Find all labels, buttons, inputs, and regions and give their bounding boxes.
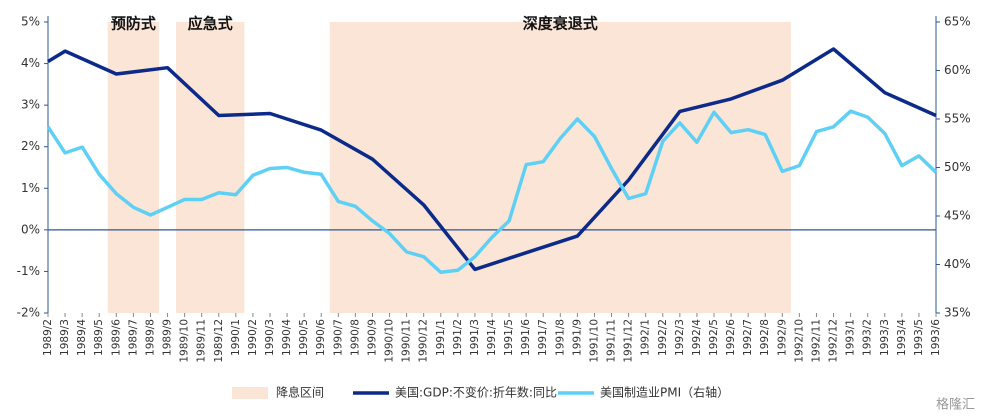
band-label: 预防式 (111, 15, 156, 33)
cut-band (176, 22, 245, 313)
band-label: 深度衰退式 (523, 15, 598, 33)
x-tick-label: 1992/2 (657, 319, 669, 356)
x-tick-label: 1990/11 (401, 319, 413, 363)
x-tick-label: 1990/4 (281, 319, 293, 356)
x-tick-label: 1991/1 (435, 319, 447, 356)
y2-tick-label: 65% (944, 15, 971, 29)
x-tick-label: 1989/7 (127, 319, 139, 356)
x-tick-label: 1990/10 (384, 319, 396, 363)
x-tick-label: 1989/10 (179, 319, 191, 363)
x-tick-label: 1992/8 (759, 319, 771, 356)
x-tick-label: 1991/11 (606, 319, 618, 363)
x-tick-label: 1990/9 (366, 319, 378, 356)
x-tick-label: 1991/6 (520, 319, 532, 356)
x-tick-label: 1992/9 (776, 319, 788, 356)
y2-tick-label: 35% (944, 306, 971, 320)
x-tick-label: 1989/5 (93, 319, 105, 356)
x-tick-label: 1992/12 (828, 319, 840, 363)
x-tick-label: 1989/2 (42, 319, 54, 356)
x-tick-label: 1991/2 (452, 319, 464, 356)
x-tick-label: 1989/11 (196, 319, 208, 363)
x-tick-label: 1993/5 (913, 319, 925, 356)
series-line (46, 109, 938, 275)
y-tick-label: 4% (21, 56, 40, 70)
y-tick-label: -1% (17, 264, 40, 278)
x-tick-label: 1989/4 (76, 319, 88, 356)
x-tick-label: 1991/12 (623, 319, 635, 363)
y-tick-label: 5% (21, 15, 40, 29)
y2-tick-label: 40% (944, 257, 971, 271)
x-tick-label: 1990/5 (298, 319, 310, 356)
legend-label: 美国制造业PMI（右轴） (600, 385, 729, 400)
x-tick-label: 1991/7 (537, 319, 549, 356)
x-tick-label: 1989/12 (213, 319, 225, 363)
y-tick-label: 3% (21, 98, 40, 112)
x-tick-label: 1992/11 (810, 319, 822, 363)
series-line (47, 47, 937, 272)
x-tick-label: 1992/1 (640, 319, 652, 356)
x-tick-label: 1992/3 (674, 319, 686, 356)
cut-band (107, 22, 159, 313)
legend-label: 美国:GDP:不变价:折年数:同比 (395, 385, 557, 400)
x-tick-label: 1990/1 (230, 319, 242, 356)
band-label: 应急式 (188, 15, 233, 33)
x-tick-label: 1990/12 (418, 319, 430, 363)
x-tick-label: 1990/6 (315, 319, 327, 356)
x-tick-label: 1993/1 (845, 319, 857, 356)
x-tick-label: 1989/8 (144, 319, 156, 356)
x-tick-label: 1990/8 (349, 319, 361, 356)
watermark: 格隆汇 (936, 397, 975, 413)
x-tick-label: 1990/3 (264, 319, 276, 356)
x-tick-label: 1990/2 (247, 319, 259, 356)
y2-tick-label: 50% (944, 160, 971, 174)
x-tick-label: 1991/10 (588, 319, 600, 363)
cut-band (329, 22, 791, 313)
y-tick-label: 1% (21, 181, 40, 195)
x-tick-label: 1993/2 (862, 319, 874, 356)
x-tick-label: 1989/6 (110, 319, 122, 356)
x-tick-label: 1992/4 (691, 319, 703, 356)
legend-label: 降息区间 (276, 385, 324, 400)
y2-tick-label: 60% (944, 63, 971, 77)
x-tick-label: 1992/7 (742, 319, 754, 356)
x-tick-label: 1990/7 (332, 319, 344, 356)
x-tick-label: 1989/3 (59, 319, 71, 356)
x-tick-label: 1991/3 (469, 319, 481, 356)
x-tick-label: 1992/5 (708, 319, 720, 356)
x-tick-label: 1991/9 (571, 319, 583, 356)
x-tick-label: 1993/6 (930, 319, 942, 356)
x-tick-label: 1991/4 (486, 319, 498, 356)
x-tick-label: 1992/10 (793, 319, 805, 363)
x-tick-label: 1992/6 (725, 319, 737, 356)
y-tick-label: 2% (21, 139, 40, 153)
y-tick-label: -2% (17, 306, 40, 320)
x-tick-label: 1991/8 (554, 319, 566, 356)
y-tick-label: 0% (21, 222, 40, 236)
x-tick-label: 1993/3 (879, 319, 891, 356)
x-tick-label: 1991/5 (503, 319, 515, 356)
y2-tick-label: 55% (944, 112, 971, 126)
legend-swatch (232, 387, 268, 399)
x-tick-label: 1993/4 (896, 319, 908, 356)
y2-tick-label: 45% (944, 209, 971, 223)
x-tick-label: 1989/9 (162, 319, 174, 356)
